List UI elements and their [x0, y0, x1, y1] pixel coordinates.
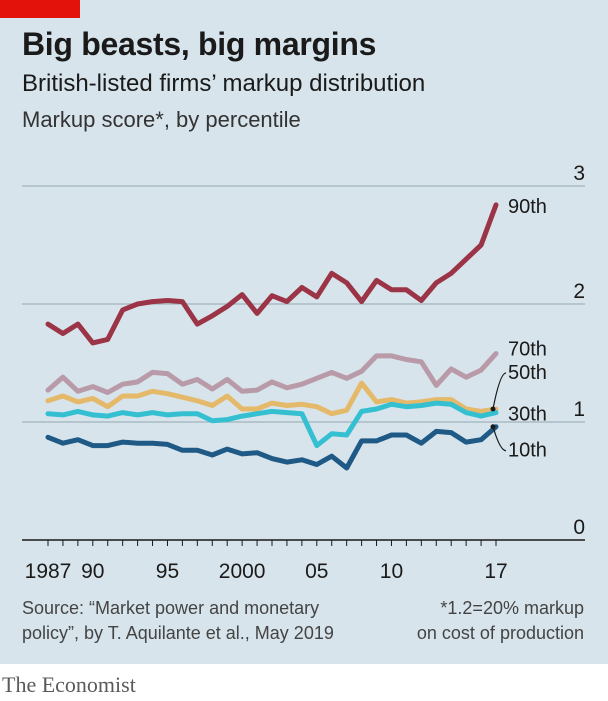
series-label-50th: 50th [508, 362, 547, 384]
series-line-10th [45, 424, 499, 471]
series-line-50th [45, 380, 499, 417]
footnote: *1.2=20% markup on cost of production [416, 598, 584, 643]
series-label-90th: 90th [508, 196, 547, 218]
series-line-90th [45, 202, 499, 346]
x-tick-label: 1987 [25, 560, 72, 583]
x-tick-label: 17 [484, 560, 507, 583]
series-line-30th [45, 400, 499, 449]
brand-red-tag [0, 0, 80, 18]
series-label-10th: 10th [508, 440, 547, 462]
series-line-70th [45, 351, 499, 395]
leader-dot-50th [490, 406, 496, 412]
x-tick-label: 90 [81, 560, 104, 583]
leader-dot-10th [490, 424, 496, 430]
series-label-70th: 70th [508, 339, 547, 361]
axes: 0 1 2 3 1987 90 95 2000 05 10 17 [22, 162, 585, 583]
y-tick-label: 3 [573, 162, 585, 185]
x-tick-label: 10 [380, 560, 403, 583]
y-tick-label: 1 [573, 398, 585, 421]
economist-logo: The Economist [2, 672, 136, 697]
series-lines [45, 202, 499, 471]
leader-line-50th [492, 372, 507, 410]
chart-unit-label: Markup score*, by percentile [22, 107, 301, 132]
chart-subtitle: British-listed firms’ markup distributio… [22, 70, 426, 97]
y-tick-label: 0 [573, 516, 585, 539]
chart-panel [0, 0, 608, 664]
x-tick-label: 05 [305, 560, 328, 583]
y-tick-label: 2 [573, 280, 585, 303]
series-label-30th: 30th [508, 404, 547, 426]
source-note: Source: “Market power and monetary polic… [22, 598, 334, 643]
gridlines [22, 185, 585, 423]
leader-line-10th [492, 426, 507, 452]
x-tick-label: 95 [156, 560, 179, 583]
chart-title: Big beasts, big margins [22, 26, 377, 62]
x-tick-label: 2000 [219, 560, 266, 583]
